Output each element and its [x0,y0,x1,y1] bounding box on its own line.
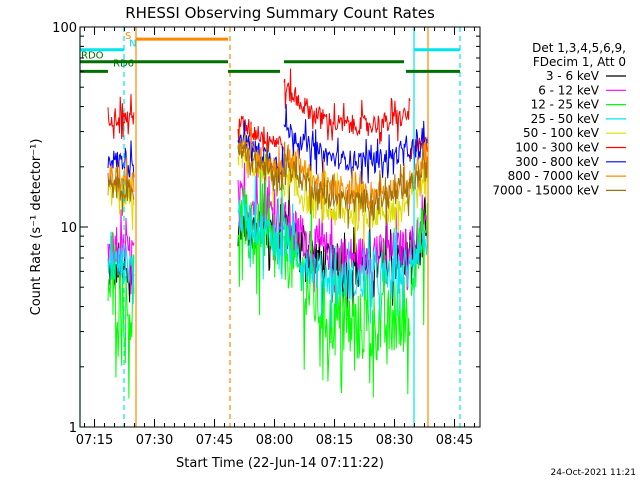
legend: Det 1,3,4,5,6,9, FDecim 1, Att 0 3 - 6 k… [492,41,626,197]
axes: 07:15 07:30 07:45 08:00 08:15 08:30 08:45 1 10 10… [52,21,480,448]
plot-area [107,68,429,399]
y-axis-label: Count Rate (s⁻¹ detector⁻¹) [29,139,44,316]
legend-label-1: 6 - 12 keV [538,83,600,97]
series-line-2 [107,154,429,399]
legend-label-3: 25 - 50 keV [531,112,600,126]
chart-title: RHESSI Observing Summary Count Rates [125,4,435,22]
legend-label-5: 100 - 300 keV [515,141,599,155]
series-line-3 [107,175,429,328]
legend-label-4: 50 - 100 keV [523,126,600,140]
footer-date: 24-Oct-2021 11:21 [551,468,636,478]
series-line-8 [107,134,429,231]
legend-label-6: 300 - 800 keV [515,155,599,169]
legend-label-2: 12 - 25 keV [531,98,600,112]
flag-bars: RDO RD6 SN [79,27,461,427]
y-tick-label-1: 10 [60,221,77,236]
flag-label-2: S [125,31,131,42]
x-tick-label-0: 07:15 [76,433,113,448]
series-line-6 [107,104,429,185]
x-tick-label-1: 07:30 [136,433,173,448]
flag-label-0: RDO [81,50,104,61]
legend-header-line-2: FDecim 1, Att 0 [533,55,626,69]
x-tick-label-2: 07:45 [196,433,233,448]
x-tick-label-4: 08:15 [316,433,353,448]
legend-header-line-1: Det 1,3,4,5,6,9, [532,41,626,55]
x-tick-label-3: 08:00 [256,433,293,448]
legend-label-8: 7000 - 15000 keV [492,183,599,197]
legend-label-7: 800 - 7000 keV [508,169,600,183]
x-tick-label-5: 08:30 [376,433,413,448]
series-line-7 [107,124,429,222]
legend-label-0: 3 - 6 keV [546,69,600,83]
flag-label-1: RD6 [113,59,134,70]
y-tick-label-0: 1 [69,421,77,436]
flag-label-3: N [129,39,136,50]
series-line-5 [107,68,429,160]
x-tick-label-6: 08:45 [436,433,473,448]
y-tick-label-2: 100 [52,21,77,36]
x-axis-label: Start Time (22-Jun-14 07:11:22) [176,456,384,471]
